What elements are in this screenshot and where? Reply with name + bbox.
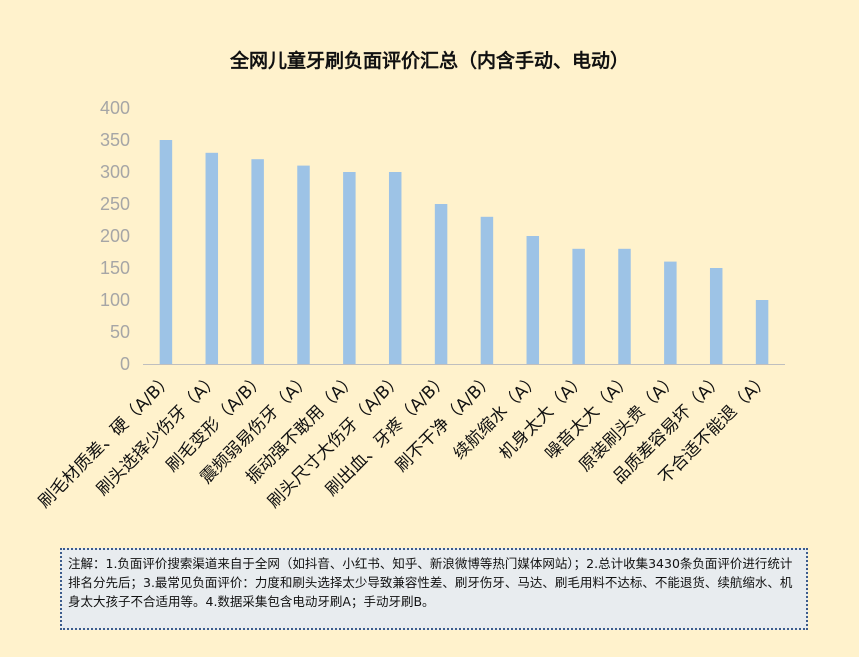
- y-tick-label: 400: [100, 98, 130, 118]
- y-tick-label: 300: [100, 162, 130, 182]
- bar: [664, 261, 677, 364]
- bar: [205, 152, 219, 364]
- bar: [434, 204, 448, 364]
- y-tick-label: 50: [110, 322, 130, 342]
- bar: [572, 248, 585, 364]
- bar: [343, 172, 356, 364]
- bar: [388, 172, 402, 364]
- y-tick-label: 250: [100, 194, 130, 214]
- bar: [297, 165, 310, 364]
- y-tick-label: 0: [120, 354, 130, 374]
- bar: [709, 268, 723, 364]
- bar: [618, 248, 631, 364]
- bar: [480, 216, 494, 364]
- y-tick-label: 350: [100, 130, 130, 150]
- y-tick-label: 200: [100, 226, 130, 246]
- chart-title: 全网儿童牙刷负面评价汇总（内含手动、电动）: [229, 50, 629, 72]
- bar: [251, 159, 264, 364]
- bar: [159, 140, 173, 364]
- bar: [755, 300, 769, 364]
- y-tick-label: 150: [100, 258, 130, 278]
- bar-chart: 050100150200250300350400刷毛材质差、硬（A/B）刷头选择…: [35, 98, 785, 512]
- bar: [526, 236, 540, 364]
- y-tick-label: 100: [100, 290, 130, 310]
- footnote: 注解：1.负面评价搜索渠道来自于全网（如抖音、小红书、知乎、新浪微博等热门媒体网…: [60, 548, 808, 630]
